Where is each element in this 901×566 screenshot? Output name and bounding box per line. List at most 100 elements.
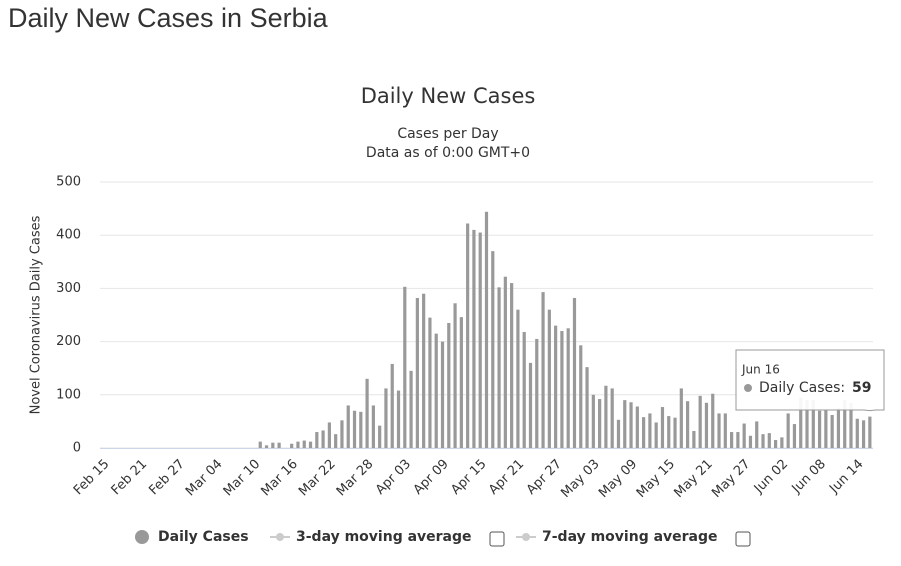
x-tick-label: May 15: [634, 457, 678, 501]
bar: [510, 283, 514, 448]
bar: [516, 309, 520, 448]
bar: [271, 442, 275, 448]
bar: [736, 432, 740, 448]
bar: [767, 433, 771, 448]
bar: [296, 441, 300, 448]
chart-title: Daily New Cases: [361, 84, 536, 108]
x-tick-label: Mar 10: [221, 457, 264, 500]
bar: [365, 378, 369, 448]
bar: [428, 317, 432, 448]
x-tick-label: May 27: [709, 457, 753, 501]
bar: [478, 232, 482, 448]
bar: [799, 397, 803, 448]
bar: [629, 402, 633, 448]
bar: [378, 425, 382, 448]
bar: [277, 442, 281, 448]
y-tick-label: 0: [73, 441, 81, 456]
tooltip-date: Jun 16: [741, 363, 780, 377]
bar: [384, 388, 388, 448]
bar: [403, 286, 407, 448]
x-tick-label: Jun 02: [751, 457, 791, 497]
bar: [773, 440, 778, 448]
bar: [604, 385, 608, 448]
bar: [585, 367, 589, 448]
bar: [415, 297, 419, 448]
bar: [704, 402, 709, 448]
x-tick-label: Feb 15: [71, 457, 113, 499]
bar: [811, 400, 815, 448]
legend-label[interactable]: Daily Cases: [158, 529, 249, 545]
bar: [748, 435, 753, 448]
bar: [817, 410, 822, 448]
x-tick-label: Apr 09: [411, 457, 452, 498]
checkbox[interactable]: [489, 531, 505, 547]
bar: [598, 399, 602, 448]
tooltip-value: 59: [852, 380, 871, 396]
bar: [340, 420, 344, 448]
bar: [302, 440, 306, 448]
bar: [541, 292, 545, 448]
bar: [761, 434, 765, 448]
bar: [868, 416, 872, 448]
bar: [560, 330, 564, 448]
y-tick-label: 500: [56, 175, 81, 190]
x-tick-label: Feb 27: [146, 457, 188, 499]
bar: [258, 441, 262, 448]
bar: [654, 422, 658, 448]
bar: [528, 362, 533, 448]
bar: [849, 402, 853, 448]
bar: [390, 363, 394, 448]
x-tick-label: May 03: [558, 457, 602, 501]
bar: [591, 394, 595, 448]
legend-label[interactable]: 3-day moving average: [296, 529, 472, 545]
bar: [780, 437, 784, 448]
bar: [409, 370, 413, 448]
bar: [422, 293, 426, 448]
legend-symbol: [522, 533, 530, 541]
x-tick-label: Apr 21: [486, 457, 527, 498]
x-tick-label: May 09: [596, 457, 640, 501]
bar: [660, 407, 665, 448]
bar: [805, 400, 809, 448]
bar: [321, 430, 325, 448]
bar: [453, 303, 457, 448]
bar: [861, 420, 866, 448]
bar: [742, 423, 746, 448]
bar: [717, 413, 721, 448]
legend-label[interactable]: 7-day moving average: [542, 529, 718, 545]
bar: [434, 333, 438, 448]
tooltip-box: [735, 349, 885, 412]
x-tick-label: Apr 15: [448, 457, 489, 498]
subtitle: Data as of 0:00 GMT+0: [366, 145, 530, 161]
bar: [535, 338, 539, 448]
tooltip: Jun 16 Daily Cases: 59: [735, 349, 885, 412]
bar: [371, 405, 375, 448]
bar: [522, 332, 526, 448]
bar: [315, 432, 319, 448]
bar: [610, 388, 614, 448]
x-tick-label: Mar 22: [296, 457, 339, 500]
y-tick-label: 100: [56, 387, 81, 402]
checkbox[interactable]: [735, 531, 751, 547]
page-title: Daily New Cases in Serbia: [8, 3, 329, 33]
bar: [836, 408, 841, 448]
bar: [729, 432, 734, 448]
bar: [491, 251, 495, 448]
bar: [673, 417, 677, 448]
bar: [503, 276, 507, 448]
x-tick-label: Jun 14: [826, 457, 866, 497]
bar: [554, 325, 558, 448]
y-tick-label: 300: [56, 281, 81, 296]
bar: [686, 401, 690, 448]
bar: [830, 415, 834, 448]
bar: [698, 395, 702, 448]
legend: Daily Cases 3-day moving average 7-day mov…: [135, 529, 751, 547]
x-tick-label: Mar 04: [183, 457, 226, 500]
x-tick-label: May 21: [672, 457, 716, 501]
y-tick-label: 400: [56, 228, 81, 243]
bar: [572, 297, 577, 448]
bar: [264, 445, 269, 448]
y-axis-label: Novel Coronavirus Daily Cases: [29, 215, 44, 414]
bar: [824, 409, 828, 448]
